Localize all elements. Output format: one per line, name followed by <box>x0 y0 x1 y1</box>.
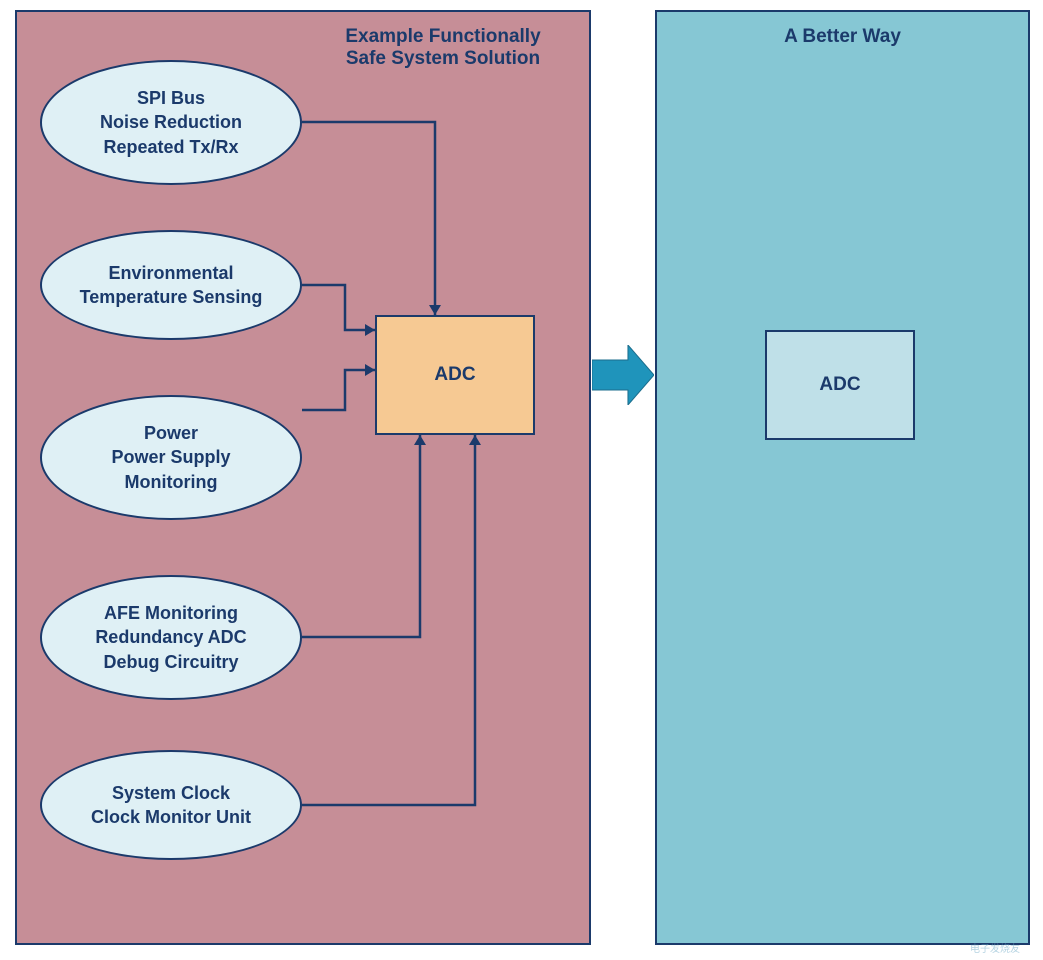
ellipse-env-line-0: Environmental <box>108 261 233 285</box>
ellipse-power: PowerPower SupplyMonitoring <box>40 395 302 520</box>
watermark-text: 电子发烧友 <box>970 940 1020 955</box>
ellipse-clock: System ClockClock Monitor Unit <box>40 750 302 860</box>
ellipse-clock-line-1: Clock Monitor Unit <box>91 805 251 829</box>
adc-left-label: ADC <box>434 364 475 386</box>
right-panel-title: A Better Way <box>657 26 1028 48</box>
ellipse-power-line-0: Power <box>144 421 198 445</box>
adc-left-box: ADC <box>375 315 535 435</box>
ellipse-spi-line-2: Repeated Tx/Rx <box>103 135 238 159</box>
ellipse-power-line-2: Monitoring <box>125 470 218 494</box>
ellipse-afe-line-0: AFE Monitoring <box>104 601 238 625</box>
ellipse-spi-line-0: SPI Bus <box>137 86 205 110</box>
ellipse-afe-line-2: Debug Circuitry <box>103 650 238 674</box>
ellipse-env-line-1: Temperature Sensing <box>80 285 263 309</box>
adc-right-box: ADC <box>765 330 915 440</box>
adc-right-label: ADC <box>819 374 860 396</box>
ellipse-env: EnvironmentalTemperature Sensing <box>40 230 302 340</box>
ellipse-afe-line-1: Redundancy ADC <box>95 625 246 649</box>
left-panel-title: Example FunctionallySafe System Solution <box>17 26 589 70</box>
big-arrow-icon <box>592 345 654 405</box>
ellipse-afe: AFE MonitoringRedundancy ADCDebug Circui… <box>40 575 302 700</box>
ellipse-spi-line-1: Noise Reduction <box>100 110 242 134</box>
ellipse-power-line-1: Power Supply <box>111 445 230 469</box>
ellipse-spi: SPI BusNoise ReductionRepeated Tx/Rx <box>40 60 302 185</box>
right-panel: A Better Way <box>655 10 1030 945</box>
ellipse-clock-line-0: System Clock <box>112 781 230 805</box>
